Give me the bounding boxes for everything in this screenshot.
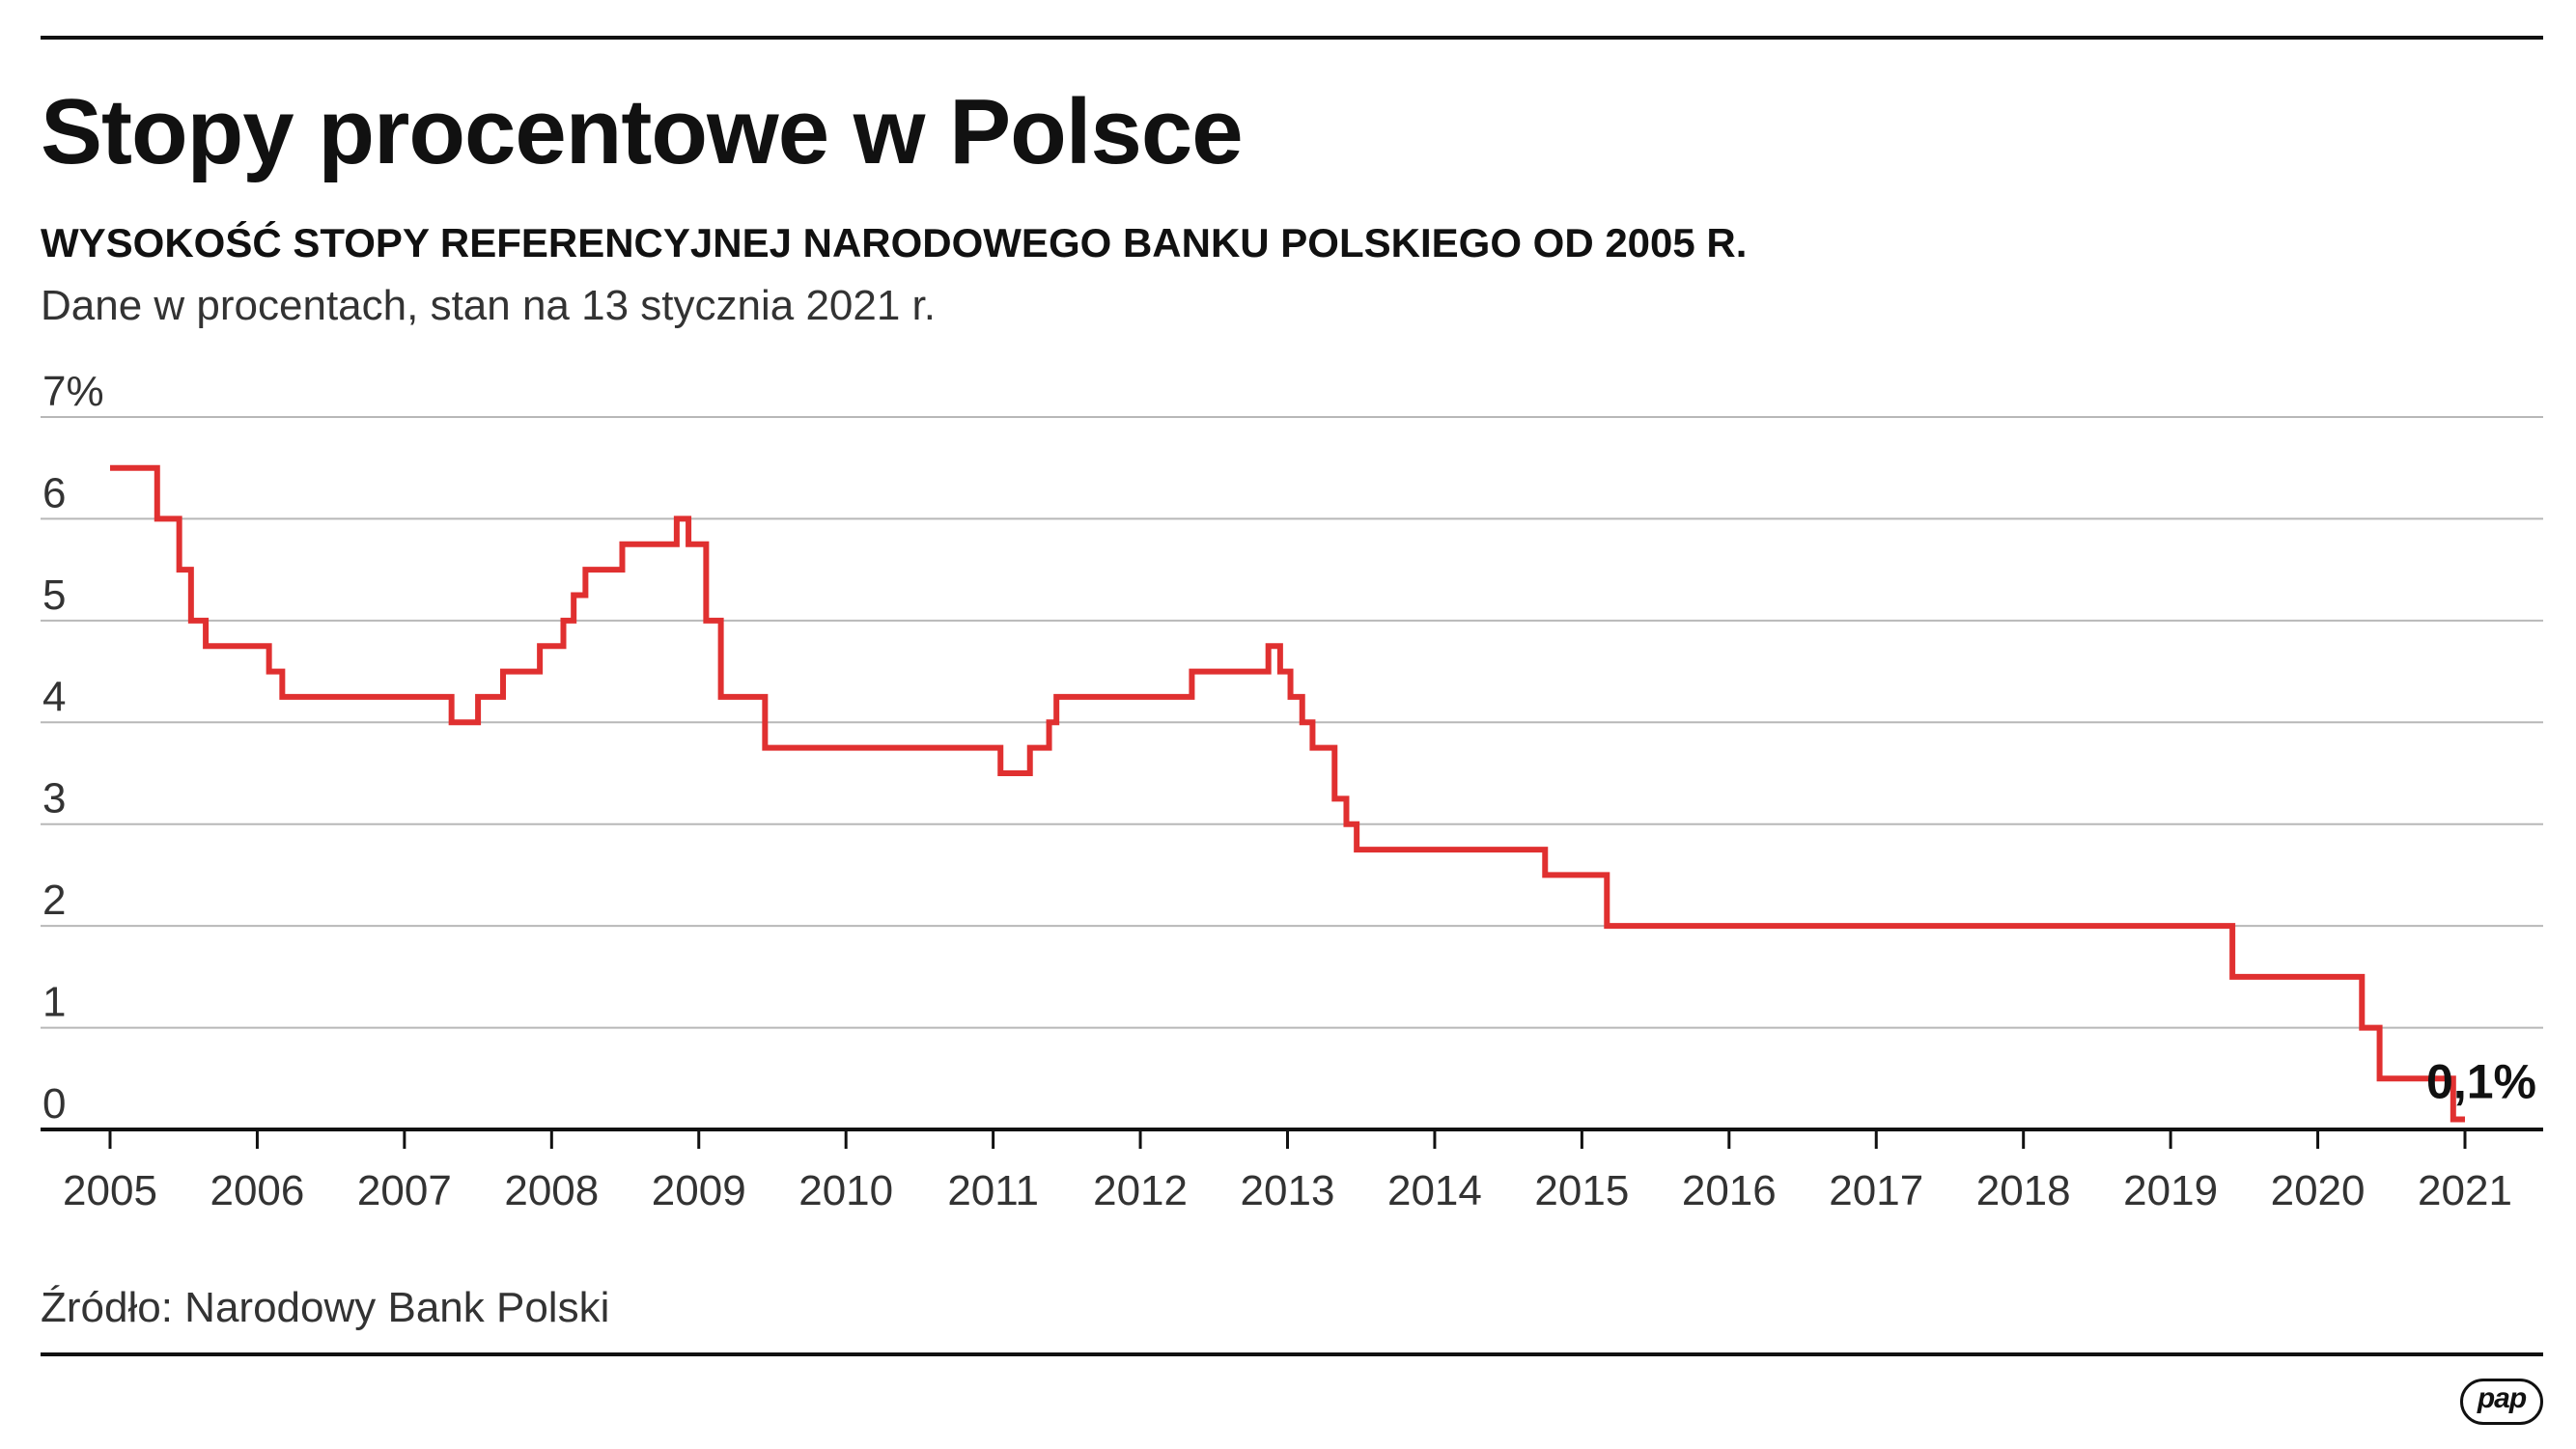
logo-ring bbox=[2460, 1379, 2543, 1425]
x-tick-label: 2019 bbox=[2123, 1167, 2218, 1214]
series-line bbox=[110, 464, 2465, 1123]
x-tick-label: 2009 bbox=[652, 1167, 746, 1214]
x-tick-label: 2014 bbox=[1387, 1167, 1482, 1214]
gridlines bbox=[41, 416, 2543, 1029]
chart-subtitle: WYSOKOŚĆ STOPY REFERENCYJNEJ NARODOWEGO … bbox=[41, 220, 1748, 265]
y-tick-label: 5 bbox=[42, 571, 66, 619]
y-axis-ticks: 0 1 2 3 4 5 6 7% bbox=[42, 368, 104, 1128]
pap-logo: pap bbox=[2460, 1379, 2543, 1425]
x-tick-label: 2005 bbox=[63, 1167, 157, 1214]
x-tick-label: 2011 bbox=[947, 1167, 1039, 1214]
annotations: 0,1% bbox=[2426, 1054, 2536, 1108]
source-note: Źródło: Narodowy Bank Polski bbox=[41, 1284, 610, 1331]
x-tick-label: 2006 bbox=[210, 1167, 304, 1214]
x-tick-label: 2020 bbox=[2271, 1167, 2366, 1214]
data-note: Dane w procentach, stan na 13 stycznia 2… bbox=[41, 282, 937, 329]
x-tick-label: 2012 bbox=[1093, 1167, 1188, 1214]
page-title: Stopy procentowe w Polsce bbox=[41, 80, 1244, 183]
x-tick-label: 2007 bbox=[357, 1167, 452, 1214]
y-tick-label: 2 bbox=[42, 877, 66, 924]
logo-text: pap bbox=[2477, 1382, 2527, 1414]
y-tick-label: 3 bbox=[42, 775, 66, 822]
y-tick-label: 1 bbox=[42, 979, 66, 1026]
x-tick-label: 2017 bbox=[1829, 1167, 1923, 1214]
x-tick-label: 2008 bbox=[504, 1167, 599, 1214]
y-tick-label: 7% bbox=[42, 368, 104, 415]
series-layer bbox=[110, 464, 2465, 1123]
y-tick-label: 4 bbox=[42, 673, 66, 720]
bottom-rule bbox=[41, 1352, 2543, 1356]
top-rule bbox=[41, 36, 2543, 40]
x-tick-label: 2016 bbox=[1682, 1167, 1777, 1214]
y-tick-label: 6 bbox=[42, 469, 66, 516]
x-tick-label: 2015 bbox=[1534, 1167, 1629, 1214]
y-tick-label: 0 bbox=[42, 1080, 66, 1128]
x-tick-label: 2010 bbox=[798, 1167, 893, 1214]
x-axis: 2005 2006 2007 2008 2009 2010 2011 2012 2013 2014… bbox=[41, 1128, 2543, 1214]
x-tick-label: 2013 bbox=[1241, 1167, 1335, 1214]
end-value-label: 0,1% bbox=[2426, 1054, 2536, 1108]
x-tick-label: 2021 bbox=[2418, 1167, 2512, 1214]
x-tick-label: 2018 bbox=[1976, 1167, 2071, 1214]
